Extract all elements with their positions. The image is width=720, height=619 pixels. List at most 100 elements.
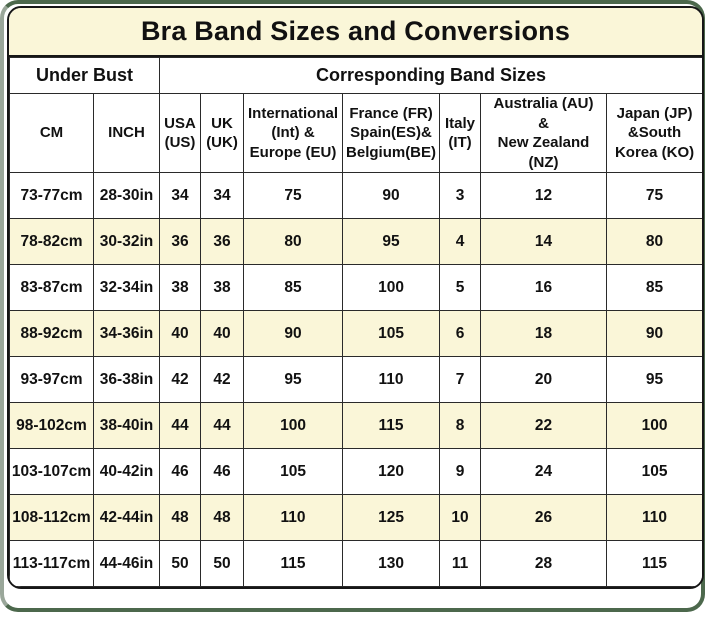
table-row: 103-107cm 40-42in 46 46 105 120 9 24 105 [9,448,702,495]
cell: 130 [342,540,441,587]
cell: 80 [243,218,344,265]
cell: 22 [480,402,608,449]
column-header-row: CM INCH USA (US) UK (UK) International (Int)… [9,93,702,173]
table-row: 83-87cm 32-34in 38 38 85 100 5 16 85 [9,264,702,311]
cell: 16 [480,264,608,311]
cell: 100 [342,264,441,311]
column-header-international: International (Int) & Europe (EU) [243,93,344,173]
cell: 98-102cm [9,402,94,449]
cell: 46 [159,448,202,495]
cell: 110 [243,494,344,541]
cell: 34 [200,172,245,219]
cell: 38 [200,264,245,311]
cell: 73-77cm [9,172,94,219]
cell: 36 [200,218,245,265]
cell: 4 [439,218,482,265]
group-header-row: Under Bust Corresponding Band Sizes [9,57,702,94]
cell: 26 [480,494,608,541]
cell: 9 [439,448,482,495]
cell: 44-46in [92,540,161,587]
column-header-france-fr: France (FR) Spain(ES)& Belgium(BE) [342,93,441,173]
cell: 38 [159,264,202,311]
cell: 100 [243,402,344,449]
cell: 28 [480,540,608,587]
table-row: 113-117cm 44-46in 50 50 115 130 11 28 115 [9,540,702,587]
cell: 6 [439,310,482,357]
cell: 40 [159,310,202,357]
cell: 20 [480,356,608,403]
cell: 80 [606,218,702,265]
cell: 8 [439,402,482,449]
cell: 50 [159,540,202,587]
cell: 115 [342,402,441,449]
cell: 44 [159,402,202,449]
cell: 90 [342,172,441,219]
cell: 18 [480,310,608,357]
cell: 46 [200,448,245,495]
band-size-conversion-table: Under Bust Corresponding Band Sizes CM INC… [9,57,702,587]
cell: 90 [243,310,344,357]
cell: 14 [480,218,608,265]
conversion-card: Bra Band Sizes and Conversions Under Bus… [7,6,704,589]
cell: 30-32in [92,218,161,265]
cell: 32-34in [92,264,161,311]
cell: 85 [606,264,702,311]
column-header-usa: USA (US) [159,93,202,173]
cell: 12 [480,172,608,219]
cell: 48 [200,494,245,541]
cell: 42 [159,356,202,403]
cell: 42 [200,356,245,403]
cell: 95 [243,356,344,403]
column-header-cm: CM [9,93,94,173]
cell: 75 [606,172,702,219]
cell: 40 [200,310,245,357]
cell: 95 [342,218,441,265]
table-body: 73-77cm 28-30in 34 34 75 90 3 12 75 78-82cm 30-32i… [9,172,702,587]
column-header-inch: INCH [92,93,161,173]
cell: 28-30in [92,172,161,219]
cell: 103-107cm [9,448,94,495]
column-header-australia-au: Australia (AU) & New Zealand (NZ) [480,93,608,173]
cell: 120 [342,448,441,495]
cell: 34 [159,172,202,219]
page-title: Bra Band Sizes and Conversions [9,8,702,57]
cell: 40-42in [92,448,161,495]
group-header-corresponding-band-sizes: Corresponding Band Sizes [159,57,702,94]
cell: 85 [243,264,344,311]
table-head: Under Bust Corresponding Band Sizes CM INC… [9,57,702,173]
group-header-under-bust: Under Bust [9,57,161,94]
cell: 5 [439,264,482,311]
cell: 75 [243,172,344,219]
cell: 38-40in [92,402,161,449]
cell: 78-82cm [9,218,94,265]
cell: 110 [342,356,441,403]
cell: 24 [480,448,608,495]
cell: 113-117cm [9,540,94,587]
cell: 7 [439,356,482,403]
cell: 115 [243,540,344,587]
cell: 95 [606,356,702,403]
table-row: 93-97cm 36-38in 42 42 95 110 7 20 95 [9,356,702,403]
cell: 105 [342,310,441,357]
cell: 44 [200,402,245,449]
cell: 83-87cm [9,264,94,311]
cell: 108-112cm [9,494,94,541]
column-header-italy: Italy (IT) [439,93,482,173]
cell: 110 [606,494,702,541]
cell: 36-38in [92,356,161,403]
cell: 88-92cm [9,310,94,357]
cell: 3 [439,172,482,219]
cell: 48 [159,494,202,541]
table-row: 88-92cm 34-36in 40 40 90 105 6 18 90 [9,310,702,357]
cell: 93-97cm [9,356,94,403]
cell: 34-36in [92,310,161,357]
cell: 36 [159,218,202,265]
cell: 50 [200,540,245,587]
cell: 105 [243,448,344,495]
table-row: 108-112cm 42-44in 48 48 110 125 10 26 110 [9,494,702,541]
cell: 115 [606,540,702,587]
table-row: 73-77cm 28-30in 34 34 75 90 3 12 75 [9,172,702,219]
cell: 11 [439,540,482,587]
table-row: 78-82cm 30-32in 36 36 80 95 4 14 80 [9,218,702,265]
